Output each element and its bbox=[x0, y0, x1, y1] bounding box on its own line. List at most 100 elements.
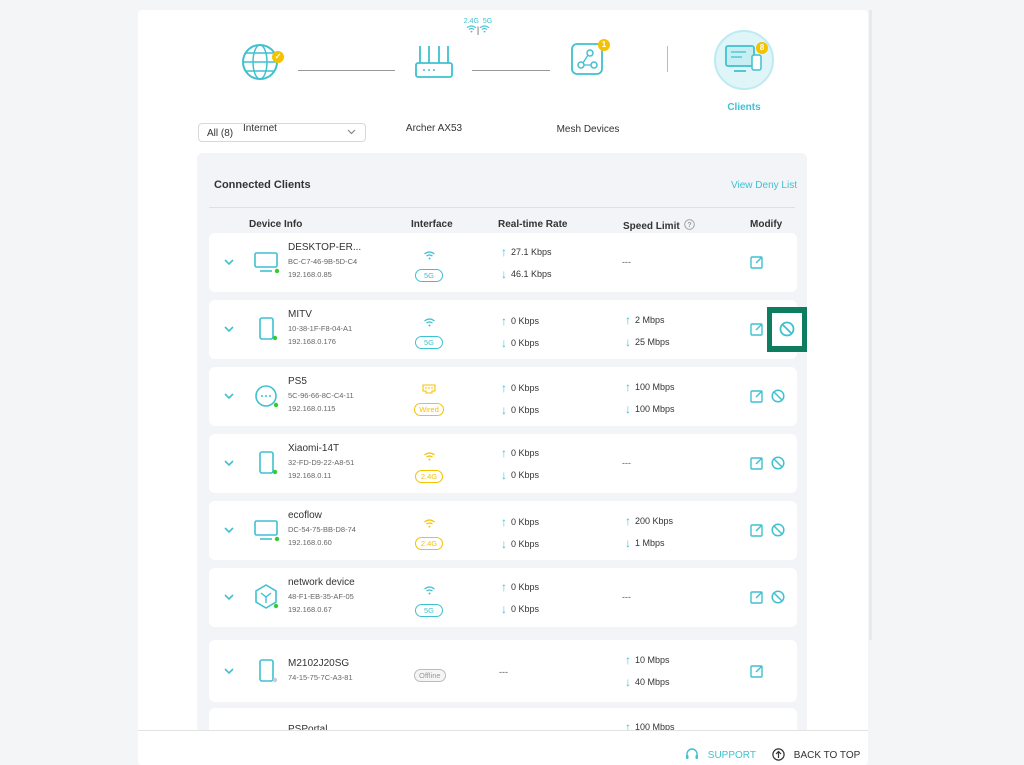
edit-icon[interactable] bbox=[750, 590, 764, 604]
speed-limit-down: ↓ 100 Mbps bbox=[625, 402, 675, 416]
speed-limit-up: ↑ 200 Kbps bbox=[625, 514, 673, 528]
edit-icon[interactable] bbox=[750, 389, 764, 403]
download-rate: ↓ 0 Kbps bbox=[501, 336, 539, 350]
network-topology: ✓ Internet Archer AX53 2.4G 5G | bbox=[138, 10, 868, 135]
band-indicator: 2.4G 5G | bbox=[456, 18, 500, 35]
arrow-down-icon: ↓ bbox=[501, 336, 507, 350]
upload-rate-value: 0 Kbps bbox=[511, 517, 540, 527]
client-ip: 192.168.0.176 bbox=[288, 337, 336, 346]
wifi-icon bbox=[466, 25, 477, 33]
client-row: DESKTOP-ER... BC-C7-46-9B-5D-C4 192.168.… bbox=[209, 233, 797, 292]
upload-rate: ↑ 0 Kbps bbox=[501, 580, 539, 594]
download-rate: ↓ 0 Kbps bbox=[501, 468, 539, 482]
client-name: Xiaomi-14T bbox=[288, 443, 340, 454]
support-link[interactable]: SUPPORT bbox=[685, 748, 756, 761]
chevron-down-icon[interactable] bbox=[222, 255, 236, 269]
mesh-badge: 1 bbox=[598, 39, 610, 51]
view-deny-list-link[interactable]: View Deny List bbox=[731, 180, 797, 191]
client-ip: 192.168.0.115 bbox=[288, 404, 336, 413]
arrow-down-icon: ↓ bbox=[501, 468, 507, 482]
help-icon[interactable]: ? bbox=[684, 219, 696, 230]
scrollbar[interactable] bbox=[869, 10, 872, 640]
speed-limit-up: ↑ 100 Mbps bbox=[625, 380, 675, 394]
speed-limit-up-value: 100 Mbps bbox=[635, 722, 675, 732]
client-row: PS5 5C-96-66-8C-C4-11 192.168.0.115 Wire… bbox=[209, 367, 797, 426]
desktop-icon bbox=[254, 252, 280, 274]
edit-icon[interactable] bbox=[750, 456, 764, 470]
client-mac: 74-15-75-7C-A3-81 bbox=[288, 673, 353, 682]
arrow-up-icon: ↑ bbox=[501, 381, 507, 395]
client-mac: BC-C7-46-9B-5D-C4 bbox=[288, 257, 358, 266]
edit-icon[interactable] bbox=[750, 322, 764, 336]
speed-limit-down: ↓ 1 Mbps bbox=[625, 536, 665, 550]
svg-text:?: ? bbox=[688, 222, 692, 229]
client-name: M2102J20SG bbox=[288, 658, 350, 669]
arrow-down-icon: ↓ bbox=[625, 536, 631, 550]
upload-rate: ↑ 27.1 Kbps bbox=[501, 245, 552, 259]
edit-icon[interactable] bbox=[750, 255, 764, 269]
speed-limit-up: ↑ 10 Mbps bbox=[625, 653, 670, 667]
arrow-down-icon: ↓ bbox=[625, 402, 631, 416]
upload-rate: ↑ 0 Kbps bbox=[501, 314, 539, 328]
speed-limit-down: ↓ 40 Mbps bbox=[625, 675, 670, 689]
client-mac: 32-FD-D9-22-A8-51 bbox=[288, 458, 355, 467]
wifi-icon bbox=[423, 452, 435, 461]
client-row: network device 48-F1-EB-35-AF-05 192.168… bbox=[209, 568, 797, 627]
connected-clients-card: Connected Clients View Deny List Device … bbox=[197, 153, 807, 765]
speed-limit-label: Speed Limit bbox=[623, 221, 680, 232]
arrow-up-icon: ↑ bbox=[501, 515, 507, 529]
col-header-modify: Modify bbox=[750, 219, 783, 230]
client-row: MITV 10-38-1F-F8-04-A1 192.168.0.176 5G … bbox=[209, 300, 797, 359]
client-name: PS5 bbox=[288, 376, 307, 387]
client-mac: 48-F1-EB-35-AF-05 bbox=[288, 592, 354, 601]
speed-limit-none: --- bbox=[622, 592, 631, 602]
wifi-icon bbox=[423, 251, 435, 260]
interface-cell: Offline bbox=[414, 665, 446, 683]
arrow-down-icon: ↓ bbox=[625, 675, 631, 689]
download-rate-value: 0 Kbps bbox=[511, 539, 540, 549]
arrow-up-icon: ↑ bbox=[501, 245, 507, 259]
back-to-top-button[interactable]: BACK TO TOP bbox=[772, 748, 860, 761]
speed-limit-up-value: 100 Mbps bbox=[635, 382, 675, 392]
col-header-interface: Interface bbox=[411, 219, 453, 230]
arrow-up-icon: ↑ bbox=[501, 446, 507, 460]
wifi-icon bbox=[479, 25, 490, 33]
internet-label: Internet bbox=[243, 123, 277, 134]
upload-rate-value: 0 Kbps bbox=[511, 383, 540, 393]
chevron-down-icon[interactable] bbox=[222, 456, 236, 470]
block-icon[interactable] bbox=[778, 320, 796, 338]
chevron-down-icon[interactable] bbox=[222, 590, 236, 604]
desktop-icon bbox=[254, 520, 280, 542]
interface-cell: 2.4G bbox=[414, 515, 444, 551]
download-rate: ↓ 46.1 Kbps bbox=[501, 267, 552, 281]
block-icon[interactable] bbox=[770, 522, 786, 538]
client-row: Xiaomi-14T 32-FD-D9-22-A8-51 192.168.0.1… bbox=[209, 434, 797, 493]
block-icon[interactable] bbox=[770, 589, 786, 605]
phone-icon bbox=[259, 317, 278, 341]
chevron-down-icon[interactable] bbox=[222, 322, 236, 336]
chevron-down-icon[interactable] bbox=[222, 664, 236, 678]
client-mac: 10-38-1F-F8-04-A1 bbox=[288, 324, 353, 333]
arrow-up-icon: ↑ bbox=[625, 720, 631, 734]
chevron-down-icon[interactable] bbox=[222, 523, 236, 537]
speed-limit-none: --- bbox=[622, 257, 631, 267]
block-button-highlight[interactable] bbox=[767, 307, 807, 352]
block-icon[interactable] bbox=[770, 388, 786, 404]
speed-limit-down-value: 100 Mbps bbox=[635, 404, 675, 414]
interface-badge: 2.4G bbox=[415, 537, 443, 550]
client-filter-select[interactable]: All (8) bbox=[198, 123, 366, 142]
col-header-device-info: Device Info bbox=[249, 219, 303, 230]
upload-rate: ↑ 0 Kbps bbox=[501, 446, 539, 460]
arrow-down-icon: ↓ bbox=[501, 602, 507, 616]
phone-icon bbox=[259, 659, 278, 683]
client-mac: 5C-96-66-8C-C4-11 bbox=[288, 391, 354, 400]
interface-badge: 2.4G bbox=[415, 470, 443, 483]
block-icon[interactable] bbox=[770, 455, 786, 471]
upload-rate: ↑ 0 Kbps bbox=[501, 381, 539, 395]
edit-icon[interactable] bbox=[750, 664, 764, 678]
phone-icon bbox=[259, 451, 278, 475]
edit-icon[interactable] bbox=[750, 523, 764, 537]
chevron-down-icon[interactable] bbox=[222, 389, 236, 403]
link-line bbox=[472, 70, 550, 71]
client-name: DESKTOP-ER... bbox=[288, 242, 362, 253]
